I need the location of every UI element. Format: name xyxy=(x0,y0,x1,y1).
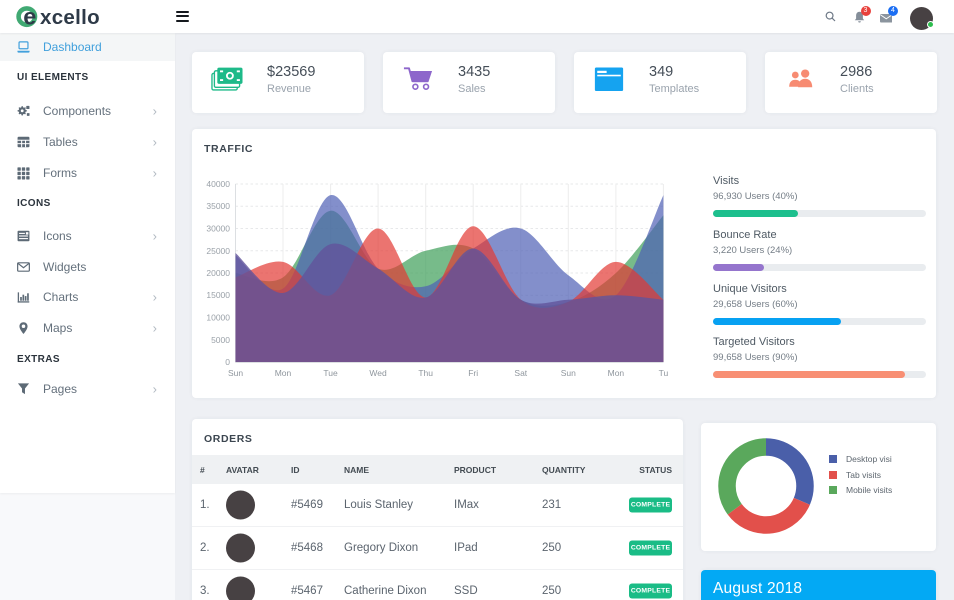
svg-text:0: 0 xyxy=(225,357,230,367)
svg-text:35000: 35000 xyxy=(206,201,230,211)
svg-text:5000: 5000 xyxy=(211,335,230,345)
svg-text:Wed: Wed xyxy=(369,368,387,378)
svg-text:10000: 10000 xyxy=(206,313,230,323)
svg-text:Tue: Tue xyxy=(323,368,338,378)
svg-text:Mon: Mon xyxy=(608,368,625,378)
svg-text:30000: 30000 xyxy=(206,224,230,234)
svg-text:Mon: Mon xyxy=(275,368,292,378)
svg-text:e: e xyxy=(23,4,36,30)
svg-text:Tu: Tu xyxy=(659,368,669,378)
svg-text:Fri: Fri xyxy=(468,368,478,378)
svg-text:25000: 25000 xyxy=(206,246,230,256)
svg-text:15000: 15000 xyxy=(206,290,230,300)
svg-text:xcello: xcello xyxy=(40,6,100,29)
svg-text:Sun: Sun xyxy=(228,368,243,378)
svg-text:40000: 40000 xyxy=(206,179,230,189)
svg-text:Thu: Thu xyxy=(418,368,433,378)
svg-text:20000: 20000 xyxy=(206,268,230,278)
svg-text:Sun: Sun xyxy=(561,368,576,378)
svg-text:Sat: Sat xyxy=(514,368,527,378)
